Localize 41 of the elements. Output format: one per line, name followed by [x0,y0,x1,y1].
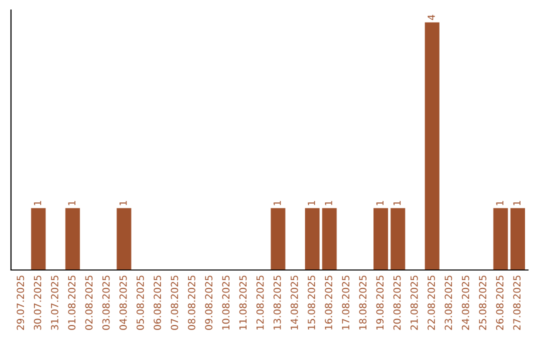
x-tick-label: 29.07.2025 [16,276,24,330]
x-tick-label: 23.08.2025 [444,276,452,330]
x-tick-label: 24.08.2025 [462,276,470,330]
x-tick-label: 10.08.2025 [222,276,230,330]
data-label: 1 [120,200,127,206]
data-label: 1 [393,200,401,206]
x-tick-label: 05.08.2025 [136,276,144,330]
x-tick-label: 15.08.2025 [308,276,316,330]
x-tick-label: 30.07.2025 [34,276,42,330]
x-tick-label: 12.08.2025 [256,276,264,330]
x-tick-label: 25.08.2025 [478,276,486,330]
data-label: 1 [68,200,76,206]
data-label: 1 [308,200,315,206]
data-label: 1 [513,200,520,206]
x-tick-label: 03.08.2025 [102,276,110,330]
data-label: 1 [325,200,332,206]
x-tick-label: 26.08.2025 [496,276,504,330]
data-label: 1 [496,200,504,206]
x-tick-label: 07.08.2025 [170,276,178,330]
x-tick-label: 06.08.2025 [154,276,162,330]
data-label: 4 [428,14,435,20]
x-tick-label: 21.08.2025 [410,276,418,330]
x-tick-label: 01.08.2025 [68,276,76,330]
x-tick-label: 11.08.2025 [239,276,247,330]
x-tick-label: 17.08.2025 [342,276,350,330]
x-tick-label: 04.08.2025 [119,276,127,330]
x-tick-label: 20.08.2025 [393,276,401,330]
x-tick-label: 13.08.2025 [274,276,281,330]
x-tick-label: 09.08.2025 [205,276,212,330]
x-tick-label: 08.08.2025 [188,276,196,330]
data-label: 1 [376,200,384,206]
data-label: 1 [34,200,42,206]
x-tick-label: 02.08.2025 [85,276,93,330]
x-tick-label: 18.08.2025 [359,276,366,330]
x-tick-label: 19.08.2025 [376,276,384,330]
x-tick-label: 27.08.2025 [513,276,521,330]
x-tick-label: 14.08.2025 [290,276,298,330]
x-tick-label: 31.07.2025 [50,276,58,330]
x-tick-label: 22.08.2025 [428,276,435,330]
data-label: 1 [274,200,281,206]
x-tick-label: 16.08.2025 [324,276,332,330]
